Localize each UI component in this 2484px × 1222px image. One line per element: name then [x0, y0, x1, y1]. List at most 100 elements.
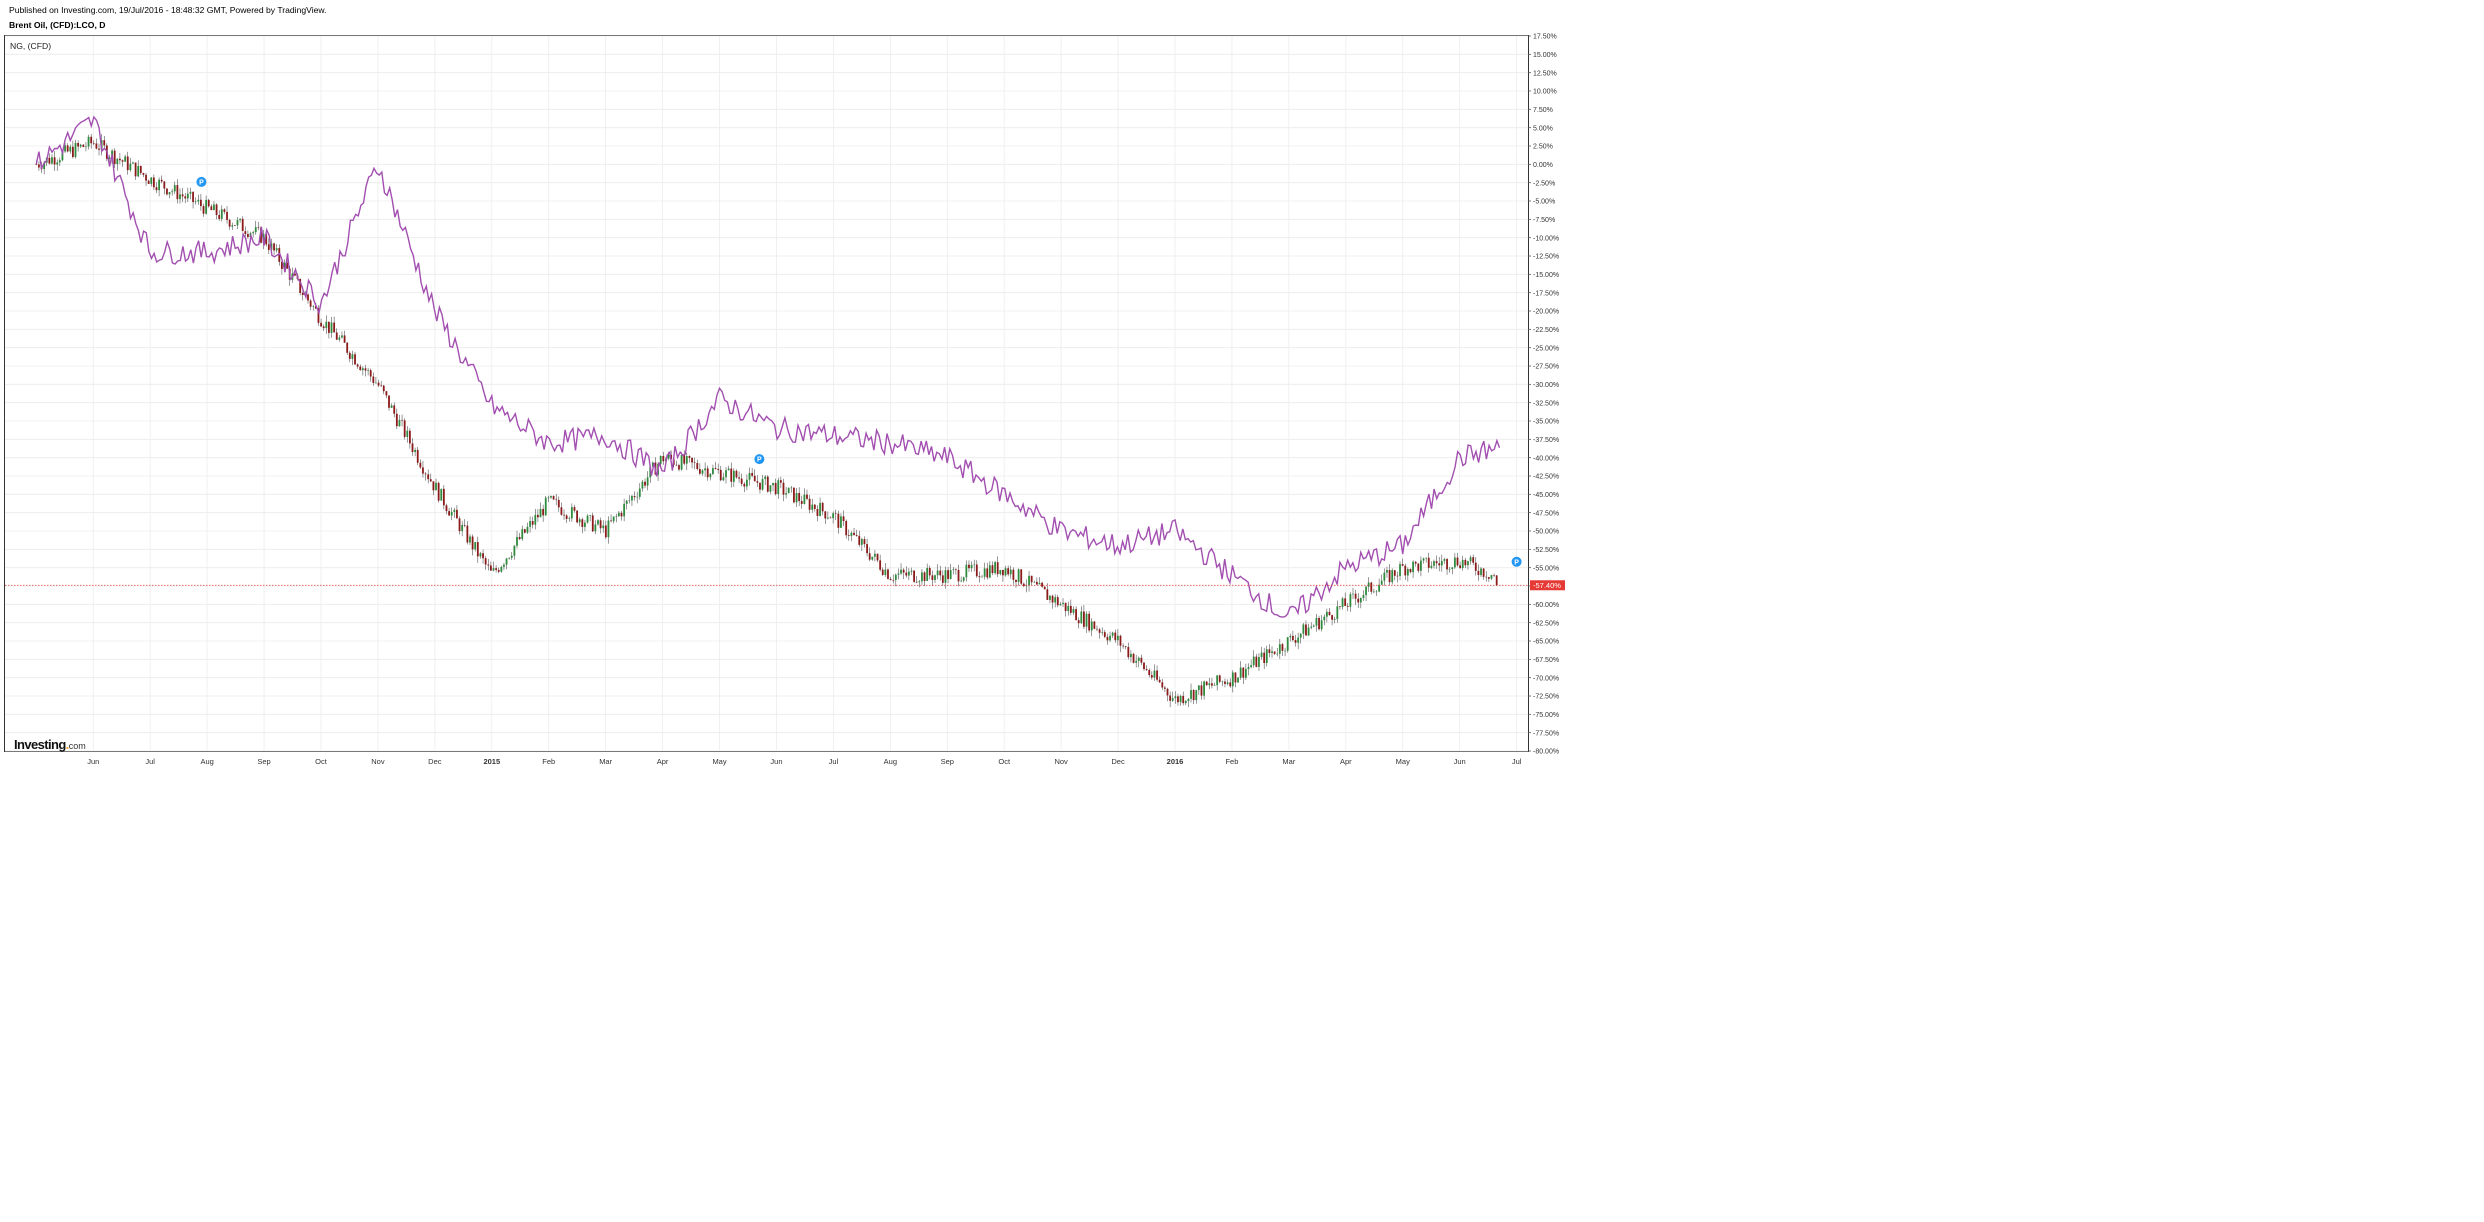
candle-body	[145, 174, 147, 181]
candle-body	[484, 558, 487, 565]
candle-body	[900, 569, 902, 574]
candle-body	[730, 468, 733, 482]
current-value-label: -57.40%	[1533, 581, 1561, 590]
candle-body	[578, 519, 581, 523]
candle-body	[722, 477, 725, 481]
candle-body	[218, 214, 221, 219]
candle-body	[1145, 669, 1148, 671]
candle-body	[1474, 562, 1477, 571]
candle-body	[1299, 633, 1302, 638]
candle-body	[186, 193, 189, 199]
y-tick-label: -67.50%	[1533, 657, 1559, 664]
candle-body	[189, 191, 192, 194]
candle-body	[278, 248, 281, 262]
candle-body	[192, 191, 194, 203]
event-marker: P	[196, 176, 207, 187]
candle-body	[1098, 629, 1101, 633]
candle-body	[322, 326, 325, 329]
candle-body	[968, 564, 970, 569]
investing-logo: Investing.com	[14, 736, 86, 754]
candle-body	[751, 473, 754, 476]
candle-body	[1150, 675, 1153, 678]
candle-body	[913, 570, 916, 582]
candle-body	[868, 553, 871, 560]
candle-body	[1333, 619, 1336, 620]
candle-body	[43, 162, 46, 170]
candle-body	[213, 204, 215, 211]
candle-body	[1487, 577, 1490, 579]
candle-body	[772, 482, 774, 486]
candle-body	[35, 164, 38, 165]
candle-body	[181, 194, 184, 197]
x-tick-label: Jun	[1454, 757, 1466, 766]
candle-body	[860, 539, 863, 545]
candle-body	[834, 513, 837, 514]
x-tick-label: Oct	[315, 757, 328, 766]
candle-body	[1372, 591, 1375, 593]
x-tick-label: May	[1396, 757, 1410, 766]
candle-body	[160, 179, 163, 182]
candle-body	[725, 470, 727, 478]
candle-body	[787, 487, 790, 494]
x-tick-label: Jul	[145, 757, 155, 766]
candle-body	[782, 482, 785, 495]
candle-body	[740, 478, 743, 484]
candle-body	[667, 454, 670, 459]
y-tick-label: -22.50%	[1533, 327, 1559, 334]
candle-body	[228, 219, 231, 227]
candle-body	[957, 569, 960, 582]
candle-body	[71, 146, 74, 157]
candle-body	[1425, 557, 1428, 559]
candle-body	[557, 499, 560, 508]
candle-body	[584, 522, 586, 527]
candle-body	[685, 456, 688, 464]
candle-body	[1440, 560, 1443, 566]
candle-body	[1046, 589, 1049, 600]
price-chart[interactable]: Jun Jul Aug Sep Oct Nov Dec 2015 Feb Mar Apr May Jun…	[0, 0, 1568, 771]
candle-body	[1161, 682, 1164, 688]
candle-body	[286, 262, 289, 269]
candle-body	[500, 566, 503, 572]
y-tick-label: -60.00%	[1533, 602, 1559, 609]
candle-body	[636, 496, 639, 498]
candle-body	[735, 470, 738, 478]
candle-body	[764, 476, 767, 480]
candle-body	[858, 535, 861, 545]
candle-body	[1221, 681, 1224, 683]
candle-body	[1268, 649, 1271, 654]
x-tick-label: Aug	[200, 757, 213, 766]
candle-body	[798, 492, 801, 502]
candle-body	[991, 565, 994, 574]
candle-body	[769, 485, 772, 492]
candle-body	[563, 514, 565, 516]
candle-body	[727, 468, 730, 471]
candle-body	[1289, 635, 1292, 638]
candle-body	[1378, 584, 1381, 592]
candle-body	[813, 504, 816, 509]
y-tick-label: -32.50%	[1533, 400, 1559, 407]
candle-body	[978, 576, 981, 578]
candle-body	[275, 248, 278, 251]
candle-body	[194, 201, 197, 203]
candle-body	[779, 480, 782, 483]
y-tick-label: -37.50%	[1533, 437, 1559, 444]
candle-body	[610, 520, 612, 522]
candle-body	[623, 503, 626, 517]
candle-body	[1119, 635, 1122, 646]
candle-body	[458, 518, 461, 532]
candle-body	[427, 474, 430, 480]
candle-body	[1033, 581, 1036, 583]
candle-body	[1148, 670, 1151, 676]
candle-body	[1422, 558, 1425, 561]
x-tick-label: 2015	[483, 757, 500, 766]
candle-body	[800, 501, 803, 504]
candle-body	[1103, 632, 1106, 637]
candle-body	[1406, 569, 1409, 576]
candle-body	[534, 514, 537, 525]
x-tick-label: Feb	[542, 757, 555, 766]
candle-body	[307, 294, 309, 301]
candle-body	[343, 335, 346, 343]
y-tick-label: 15.00%	[1533, 52, 1557, 59]
candle-body	[312, 306, 315, 307]
candle-body	[411, 443, 414, 453]
